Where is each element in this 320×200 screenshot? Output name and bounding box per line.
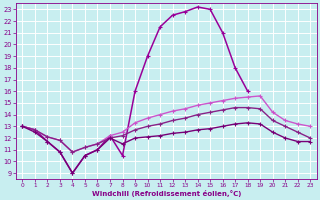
- X-axis label: Windchill (Refroidissement éolien,°C): Windchill (Refroidissement éolien,°C): [92, 190, 241, 197]
